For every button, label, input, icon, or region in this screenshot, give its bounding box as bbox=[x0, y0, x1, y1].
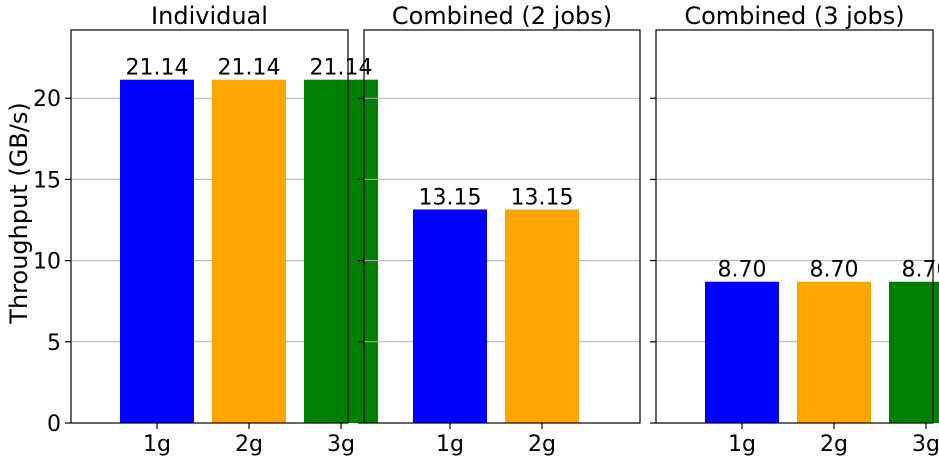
data-label: 21.14 bbox=[218, 56, 281, 81]
x-tick-label: 2g bbox=[820, 432, 848, 457]
panel-frame bbox=[70, 29, 349, 424]
data-label: 21.14 bbox=[126, 56, 189, 81]
data-label: 13.15 bbox=[419, 185, 482, 210]
panel-title: Combined (2 jobs) bbox=[392, 2, 612, 30]
chart-panels: 0 5 10 15 20 21.14 21.14 21.14 1g 2g 3g Individual 1… bbox=[33, 2, 939, 457]
bar-1g bbox=[413, 209, 487, 423]
x-tick-label: 2g bbox=[235, 432, 263, 457]
bar-1g bbox=[705, 281, 779, 423]
panel-2: 8.708.708.701g2g3gCombined (3 jobs) bbox=[650, 2, 939, 457]
x-tick-label: 1g bbox=[436, 432, 464, 457]
y-tick-label: 5 bbox=[47, 331, 61, 356]
panel-title: Combined (3 jobs) bbox=[684, 2, 904, 30]
panel-1: 13.15 13.15 1g 2g Combined (2 jobs) bbox=[358, 2, 641, 457]
panel-title: Individual bbox=[151, 2, 268, 30]
bar-2g bbox=[505, 209, 579, 423]
y-tick-label: 10 bbox=[33, 250, 61, 275]
panel-frame bbox=[655, 29, 934, 424]
y-tick-label: 15 bbox=[33, 168, 61, 193]
y-axis-label: Throughput (GB/s) bbox=[5, 102, 33, 324]
y-tick-label: 0 bbox=[47, 412, 61, 437]
panel-frame bbox=[363, 29, 641, 424]
data-label: 13.15 bbox=[511, 185, 574, 210]
data-label: 21.14 bbox=[310, 56, 373, 81]
panel-0: 0 5 10 15 20 21.14 21.14 21.14 1g 2g 3g Individual bbox=[33, 2, 378, 457]
y-tick-label: 20 bbox=[33, 87, 61, 112]
bar-2g bbox=[212, 79, 286, 423]
x-tick-label: 1g bbox=[728, 432, 756, 457]
x-tick-label: 3g bbox=[912, 432, 939, 457]
bar-3g bbox=[304, 79, 378, 423]
data-label: 8.70 bbox=[718, 258, 767, 283]
x-tick-label: 2g bbox=[528, 432, 556, 457]
bar-1g bbox=[120, 79, 194, 423]
x-tick-label: 1g bbox=[143, 432, 171, 457]
x-tick-label: 3g bbox=[327, 432, 355, 457]
data-label: 8.70 bbox=[810, 258, 859, 283]
bar-3g bbox=[889, 281, 939, 423]
bar-2g bbox=[797, 281, 871, 423]
